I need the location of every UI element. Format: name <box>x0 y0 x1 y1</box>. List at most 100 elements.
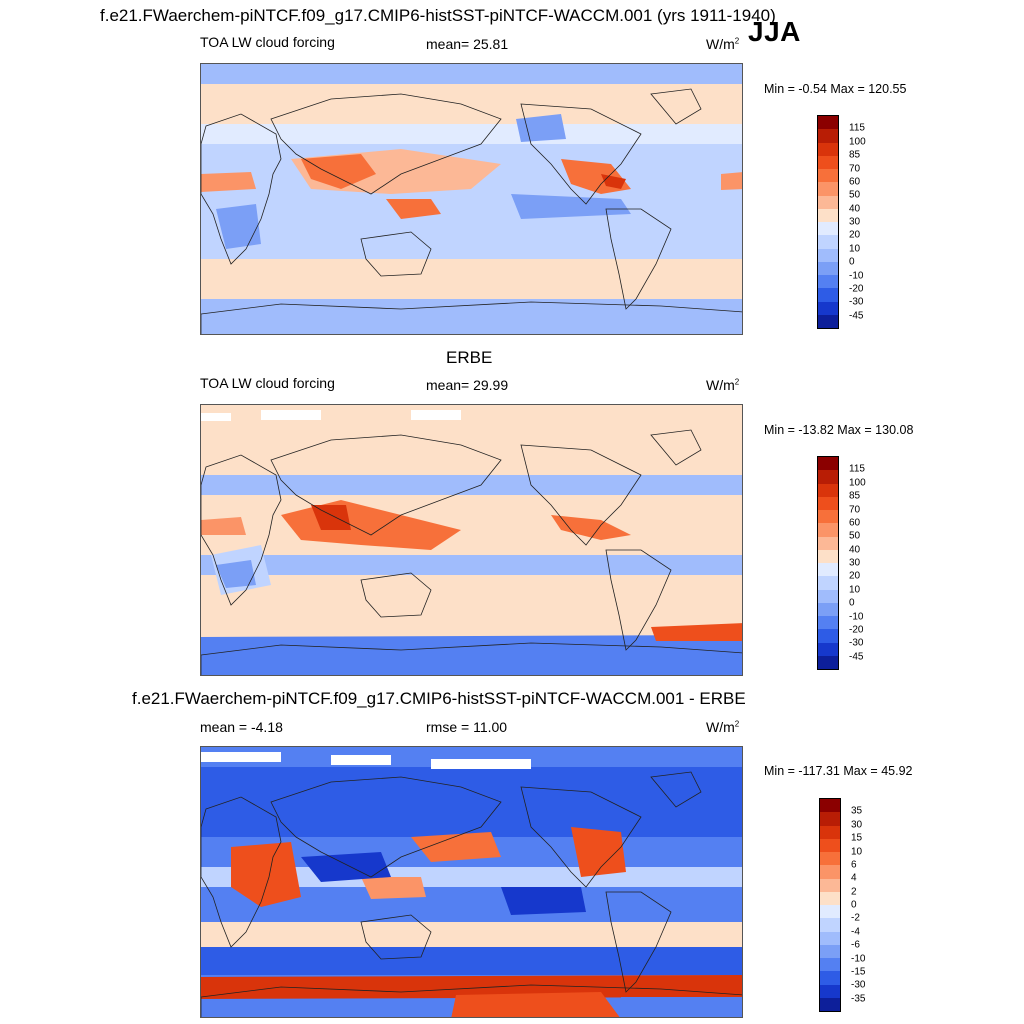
colorbar-tick-label: 115 <box>849 463 865 475</box>
colorbar-tick-label: 0 <box>849 256 855 268</box>
colorbar-swatch <box>818 208 838 222</box>
figure-title: f.e21.FWaerchem-piNTCF.f09_g17.CMIP6-his… <box>100 6 776 25</box>
field-region <box>451 992 620 1017</box>
field-region <box>301 852 391 882</box>
colorbar-tick-label: 15 <box>851 832 863 844</box>
colorbar-swatch <box>820 944 840 958</box>
field-region <box>201 555 742 575</box>
colorbar-swatch <box>818 602 838 616</box>
colorbar-swatch <box>818 169 838 183</box>
colorbar-tick-label: -45 <box>849 310 864 322</box>
colorbar-tick-label: 40 <box>849 203 861 215</box>
coastline <box>605 549 672 651</box>
panel-model-colorbar <box>817 115 839 329</box>
field-region <box>261 410 321 420</box>
coastline <box>201 113 282 265</box>
colorbar-swatch <box>818 314 838 328</box>
colorbar-swatch <box>818 629 838 643</box>
coastline <box>270 776 502 878</box>
field-region <box>501 887 586 915</box>
field-region <box>201 635 742 675</box>
coastline <box>360 914 432 960</box>
field-region <box>201 767 742 837</box>
coastline <box>650 88 702 125</box>
field-region <box>301 154 376 189</box>
panel-diff-title: f.e21.FWaerchem-piNTCF.f09_g17.CMIP6-his… <box>132 689 746 708</box>
field-region <box>201 259 742 299</box>
colorbar-tick-label: 10 <box>849 584 861 596</box>
colorbar-swatch <box>818 496 838 510</box>
field-region <box>361 877 426 899</box>
colorbar-tick-label: -45 <box>849 651 864 663</box>
colorbar-tick-label: 40 <box>849 544 861 556</box>
map-background <box>201 405 742 675</box>
colorbar-tick-label: 85 <box>849 149 861 161</box>
field-region <box>651 623 742 641</box>
colorbar-tick-label: -30 <box>849 296 864 308</box>
colorbar-swatch <box>820 891 840 905</box>
panel-obs-mean: mean= 29.99 <box>426 377 509 393</box>
panel-obs-minmax: Min = -13.82 Max = 130.08 <box>764 423 914 437</box>
colorbar-swatch <box>820 958 840 972</box>
panel-model-map <box>200 63 743 335</box>
coastline <box>201 454 282 606</box>
colorbar-swatch <box>818 589 838 603</box>
colorbar-swatch <box>818 301 838 315</box>
field-region <box>201 124 742 144</box>
coastline <box>605 891 672 993</box>
colorbar-swatch <box>820 812 840 826</box>
panel-obs-units: W/m2 <box>706 377 740 393</box>
field-region <box>201 64 742 84</box>
colorbar-tick-label: 70 <box>849 163 861 174</box>
coastline <box>605 208 672 310</box>
season-label: JJA <box>748 16 801 47</box>
colorbar-tick-label: 4 <box>851 872 857 884</box>
colorbar-tick-label: 0 <box>849 597 855 609</box>
panel-diff-mean: mean = -4.18 <box>200 719 283 735</box>
coastline <box>270 434 502 536</box>
colorbar-swatch <box>818 576 838 590</box>
field-region <box>201 999 451 1017</box>
colorbar-tick-label: 60 <box>849 517 861 529</box>
colorbar-tick-label: -30 <box>851 979 866 991</box>
coastline <box>201 984 742 1017</box>
coastline <box>360 572 432 618</box>
panel-diff-units: W/m2 <box>706 719 740 735</box>
colorbar-tick-label: 20 <box>849 229 861 241</box>
colorbar-swatch <box>818 536 838 550</box>
colorbar-swatch <box>818 248 838 262</box>
field-region <box>201 752 281 762</box>
panel-obs-title: ERBE <box>446 348 493 367</box>
colorbar-swatch <box>818 655 838 669</box>
map-field <box>201 64 742 334</box>
colorbar-tick-label: -15 <box>851 966 866 978</box>
colorbar-tick-label: 30 <box>849 557 861 569</box>
panel-diff-rmse: rmse = 11.00 <box>426 719 508 735</box>
colorbar-swatch <box>818 563 838 577</box>
colorbar-swatch <box>820 971 840 985</box>
colorbar-swatch <box>818 470 838 484</box>
field-region <box>231 842 301 907</box>
field-region <box>411 410 461 420</box>
colorbar-tick-label: 2 <box>851 886 857 898</box>
coastline <box>520 444 642 546</box>
field-region <box>201 947 742 975</box>
colorbar-tick-label: -10 <box>849 611 864 622</box>
colorbar-swatch <box>818 616 838 630</box>
colorbar-swatch <box>820 878 840 892</box>
colorbar-tick-label: 6 <box>851 859 857 871</box>
colorbar-swatch <box>818 195 838 209</box>
coastline <box>270 93 502 195</box>
colorbar-tick-label: 35 <box>851 805 863 817</box>
colorbar-swatch <box>818 222 838 236</box>
colorbar-swatch <box>820 825 840 839</box>
colorbar-tick-label: -30 <box>849 637 864 649</box>
colorbar-tick-label: 50 <box>849 530 861 542</box>
field-region <box>431 759 531 769</box>
colorbar-tick-label: 10 <box>849 243 861 255</box>
coastline <box>650 429 702 466</box>
field-region <box>201 922 742 947</box>
colorbar-tick-label: 85 <box>849 490 861 502</box>
colorbar-swatch <box>820 984 840 998</box>
coastline <box>520 103 642 205</box>
